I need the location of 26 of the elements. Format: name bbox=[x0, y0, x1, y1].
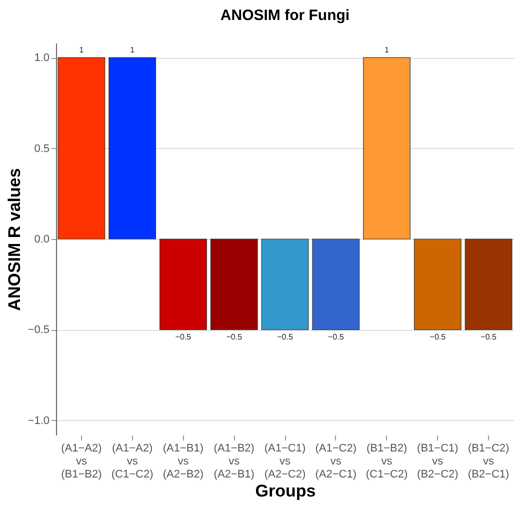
x-tick-label: (A1−C1) vs (A2−C2) bbox=[264, 442, 306, 480]
y-tick-label: 1.0 bbox=[34, 52, 50, 64]
x-tick-label: (A1−B1) vs (A2−B2) bbox=[162, 442, 204, 480]
data-label: −0.5 bbox=[480, 332, 497, 342]
chart-title: ANOSIM for Fungi bbox=[220, 7, 350, 24]
x-tick-label: (A1−A2) vs (B1−B2) bbox=[61, 442, 102, 480]
data-label: −0.5 bbox=[175, 332, 192, 342]
x-tick-label: (A1−A2) vs (C1−C2) bbox=[111, 442, 154, 480]
data-label: 1 bbox=[384, 46, 390, 55]
data-label: 1 bbox=[79, 46, 84, 55]
x-tick-label: (B1−C2) vs (B2−C1) bbox=[468, 442, 510, 480]
x-tick-label: (A1−C2) vs (A2−C1) bbox=[315, 442, 357, 480]
data-label: −0.5 bbox=[430, 332, 446, 342]
x-tick-label: (B1−B2) vs (C1−C2) bbox=[366, 442, 408, 480]
x-tick-label: (A1−B2) vs (A2−B1) bbox=[214, 442, 254, 480]
y-tick-label: −0.5 bbox=[28, 324, 50, 336]
x-axis-title: Groups bbox=[255, 482, 316, 500]
data-label: 1 bbox=[130, 46, 136, 55]
data-label: −0.5 bbox=[277, 332, 294, 342]
y-tick-label: 0.0 bbox=[34, 234, 50, 246]
x-tick-label: (B1−C1) vs (B2−C2) bbox=[417, 442, 458, 480]
data-label: −0.5 bbox=[226, 332, 243, 342]
y-tick-label: 0.5 bbox=[34, 142, 50, 155]
y-tick-label: −1.0 bbox=[28, 414, 50, 427]
data-label: −0.5 bbox=[328, 332, 344, 342]
y-axis-title: ANOSIM R values bbox=[4, 168, 24, 311]
